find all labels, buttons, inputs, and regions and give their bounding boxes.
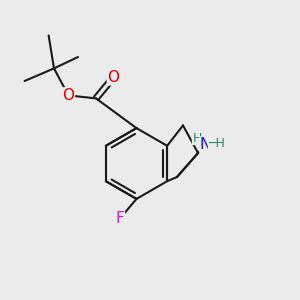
Text: H: H — [192, 131, 202, 145]
Text: O: O — [107, 70, 119, 85]
Text: O: O — [62, 88, 74, 103]
Text: F: F — [116, 211, 124, 226]
Text: ─H: ─H — [208, 136, 225, 150]
Text: N: N — [200, 137, 211, 152]
